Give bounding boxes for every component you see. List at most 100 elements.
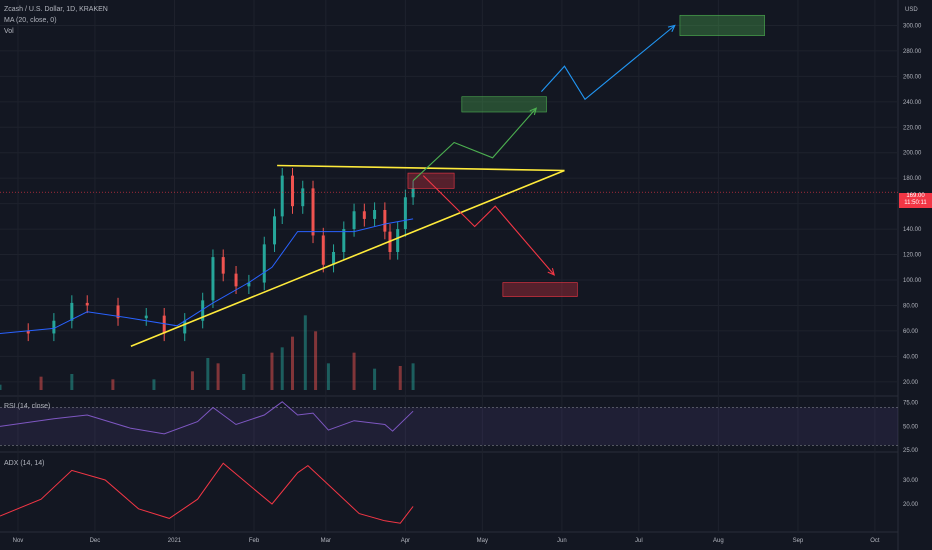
rsi-line (0, 401, 414, 435)
candle-body (52, 320, 56, 334)
target-box-green (461, 96, 547, 113)
y-tick-label: 260.00 (903, 74, 922, 80)
candle-body (332, 252, 336, 265)
candle-body (85, 302, 89, 306)
x-tick-label: Jun (557, 538, 567, 544)
candle-body (234, 273, 238, 287)
y-tick-label: 40.00 (903, 354, 919, 360)
candle-body (396, 229, 400, 252)
x-tick-label: May (477, 538, 488, 544)
candle-body (362, 211, 366, 219)
volume-bar (206, 358, 210, 390)
red-arrow-head (547, 268, 556, 276)
y-tick-label: 60.00 (903, 329, 919, 335)
candle-body (162, 315, 166, 334)
candle-body (116, 305, 120, 319)
target-box-red (407, 172, 455, 189)
adx-tick-label: 20.00 (903, 502, 919, 508)
candle-body (311, 188, 315, 236)
candle-body (273, 216, 277, 245)
y-tick-label: 100.00 (903, 278, 922, 284)
candle-body (290, 175, 294, 207)
volume-bar (152, 379, 156, 390)
blue-arrow-head (667, 24, 676, 33)
volume-bar (280, 347, 284, 390)
x-tick-label: Jul (635, 538, 643, 544)
last-price-tag: 169.00 11:50:11 (899, 193, 932, 208)
volume-bar (216, 363, 220, 390)
volume-bar (411, 363, 415, 390)
volume-bar (242, 374, 246, 390)
red-arrow (422, 175, 555, 276)
ma-line (0, 218, 414, 334)
volume-bar (0, 384, 2, 390)
adx-legend: ADX (14, 14) (4, 460, 45, 467)
volume-bar (303, 315, 307, 390)
volume-bar (39, 376, 43, 390)
volume-bar (270, 352, 274, 390)
volume-bar (290, 336, 294, 390)
y-tick-label: 180.00 (903, 176, 922, 182)
candle-body (262, 244, 266, 283)
adx-tick-label: 30.00 (903, 478, 919, 484)
volume-bar (190, 371, 194, 390)
x-tick-label: Sep (793, 538, 804, 544)
candle-body (221, 257, 225, 274)
volume-bar (70, 374, 74, 390)
y-tick-label: 220.00 (903, 125, 922, 131)
volume-bar (352, 352, 356, 390)
y-tick-label: 80.00 (903, 303, 919, 309)
last-price-value: 169.00 (906, 193, 925, 199)
target-box-red (502, 282, 578, 297)
target-box-green (679, 14, 765, 36)
y-tick-label: 200.00 (903, 151, 922, 157)
y-tick-label: 240.00 (903, 100, 922, 106)
y-tick-label: 120.00 (903, 253, 922, 259)
candle-body (321, 235, 325, 265)
volume-bar (326, 363, 330, 390)
candle-body (352, 211, 356, 230)
bar-countdown: 11:50:11 (904, 200, 927, 206)
currency-label[interactable]: USD (905, 7, 918, 13)
candle-body (383, 210, 387, 232)
x-tick-label: Dec (90, 538, 101, 544)
x-tick-label: 2021 (168, 538, 182, 544)
x-tick-label: Aug (713, 538, 724, 544)
y-tick-label: 300.00 (903, 23, 922, 29)
y-tick-label: 140.00 (903, 227, 922, 233)
x-tick-label: Feb (249, 538, 260, 544)
candle-body (411, 188, 415, 198)
x-tick-label: Oct (870, 538, 880, 544)
candle-body (247, 282, 251, 287)
volume-bar (373, 368, 377, 390)
candle-body (301, 188, 305, 207)
adx-line (0, 462, 414, 524)
triangle-lower-line (130, 169, 565, 347)
candle-body (403, 197, 407, 230)
triangle-upper-line (277, 164, 565, 172)
candle-body (183, 320, 187, 334)
candle-body (70, 302, 74, 321)
green-arrow (412, 107, 537, 182)
candle-body (342, 229, 346, 252)
candle-body (280, 175, 284, 217)
x-tick-label: Apr (401, 538, 410, 544)
volume-bar (111, 379, 115, 390)
rsi-tick-label: 75.00 (903, 401, 919, 407)
volume-bar (314, 331, 318, 390)
vol-legend: Vol (4, 28, 14, 35)
rsi-tick-label: 25.00 (903, 448, 919, 454)
y-tick-label: 20.00 (903, 380, 919, 386)
candle-body (201, 300, 205, 321)
symbol-title: Zcash / U.S. Dollar, 1D, KRAKEN (4, 6, 108, 13)
ma-legend: MA (20, close, 0) (4, 17, 57, 24)
candle-body (26, 330, 30, 334)
candle-body (211, 257, 215, 301)
blue-arrow (540, 25, 676, 101)
green-arrow-head (529, 107, 538, 116)
volume-bar (398, 366, 402, 390)
candle-body (144, 315, 148, 319)
rsi-tick-label: 50.00 (903, 424, 919, 430)
y-tick-label: 280.00 (903, 49, 922, 55)
